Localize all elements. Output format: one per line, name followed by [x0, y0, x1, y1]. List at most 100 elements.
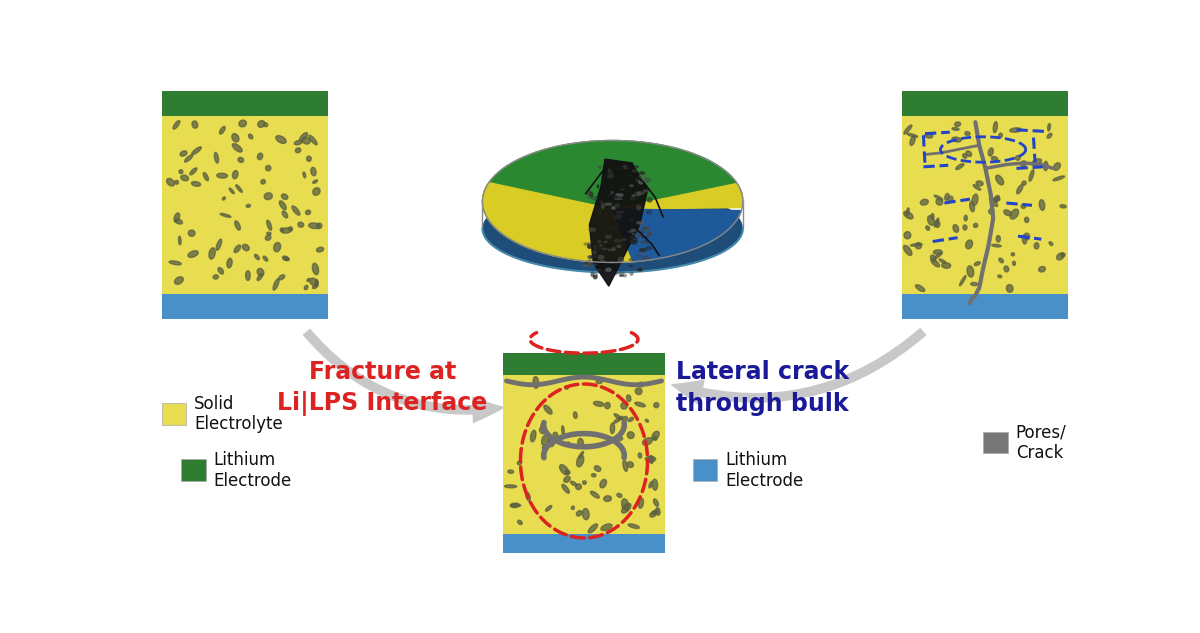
Polygon shape: [613, 209, 742, 261]
Ellipse shape: [607, 195, 610, 196]
Ellipse shape: [592, 473, 596, 477]
Ellipse shape: [238, 158, 244, 163]
Ellipse shape: [635, 402, 646, 407]
Ellipse shape: [294, 141, 302, 145]
Ellipse shape: [582, 508, 589, 520]
Ellipse shape: [655, 508, 660, 515]
Ellipse shape: [628, 231, 632, 232]
Ellipse shape: [1044, 161, 1048, 170]
Ellipse shape: [282, 256, 288, 260]
Ellipse shape: [600, 245, 602, 247]
FancyArrowPatch shape: [672, 329, 925, 404]
Ellipse shape: [614, 204, 619, 207]
Ellipse shape: [590, 192, 593, 197]
Ellipse shape: [312, 284, 318, 289]
Ellipse shape: [617, 493, 622, 498]
Ellipse shape: [242, 244, 250, 251]
Polygon shape: [589, 159, 648, 286]
Ellipse shape: [577, 439, 583, 447]
Ellipse shape: [904, 125, 912, 134]
Ellipse shape: [229, 188, 234, 194]
Ellipse shape: [281, 228, 283, 232]
Ellipse shape: [203, 173, 209, 180]
Ellipse shape: [587, 191, 590, 195]
Ellipse shape: [652, 431, 659, 439]
Ellipse shape: [601, 244, 602, 246]
Ellipse shape: [594, 246, 596, 249]
Ellipse shape: [616, 223, 619, 227]
Ellipse shape: [530, 430, 536, 442]
Ellipse shape: [546, 506, 552, 511]
Ellipse shape: [593, 264, 596, 266]
Ellipse shape: [608, 249, 613, 251]
Ellipse shape: [647, 210, 652, 214]
Ellipse shape: [990, 198, 997, 206]
Ellipse shape: [638, 268, 642, 271]
Ellipse shape: [588, 260, 590, 263]
Bar: [162, 116, 329, 294]
Ellipse shape: [592, 197, 598, 199]
Ellipse shape: [281, 194, 288, 199]
Ellipse shape: [998, 258, 1003, 263]
Ellipse shape: [638, 498, 643, 508]
Ellipse shape: [642, 229, 647, 230]
Ellipse shape: [174, 213, 180, 222]
Ellipse shape: [600, 201, 602, 204]
Ellipse shape: [638, 232, 643, 233]
Ellipse shape: [1054, 163, 1061, 170]
Ellipse shape: [974, 261, 980, 266]
Ellipse shape: [313, 188, 320, 196]
Text: Solid
Electrolyte: Solid Electrolyte: [194, 394, 283, 434]
Ellipse shape: [542, 424, 545, 430]
Ellipse shape: [617, 436, 623, 441]
Ellipse shape: [962, 225, 967, 230]
Ellipse shape: [276, 135, 286, 144]
Ellipse shape: [594, 401, 604, 406]
Ellipse shape: [594, 246, 601, 251]
Ellipse shape: [916, 242, 922, 249]
Ellipse shape: [637, 205, 641, 210]
Ellipse shape: [173, 120, 180, 129]
Ellipse shape: [606, 268, 611, 272]
Ellipse shape: [598, 240, 601, 243]
Ellipse shape: [626, 395, 631, 401]
Ellipse shape: [589, 228, 595, 231]
Ellipse shape: [646, 240, 648, 243]
Ellipse shape: [218, 268, 223, 274]
Ellipse shape: [1048, 123, 1050, 131]
Ellipse shape: [311, 167, 316, 176]
Ellipse shape: [576, 484, 581, 489]
Ellipse shape: [618, 263, 620, 265]
Ellipse shape: [265, 165, 271, 171]
Ellipse shape: [1021, 204, 1026, 208]
Ellipse shape: [631, 229, 636, 231]
Ellipse shape: [964, 215, 967, 221]
Ellipse shape: [308, 135, 317, 145]
Ellipse shape: [232, 134, 239, 142]
Ellipse shape: [588, 524, 598, 533]
Ellipse shape: [571, 506, 575, 510]
Ellipse shape: [265, 235, 271, 241]
Ellipse shape: [233, 170, 238, 179]
Ellipse shape: [620, 189, 624, 190]
Ellipse shape: [630, 196, 635, 199]
Ellipse shape: [649, 456, 654, 463]
Ellipse shape: [631, 237, 637, 242]
Ellipse shape: [587, 263, 592, 265]
Ellipse shape: [1007, 285, 1013, 292]
Ellipse shape: [565, 470, 570, 475]
Ellipse shape: [590, 256, 598, 258]
Ellipse shape: [613, 206, 617, 210]
Ellipse shape: [610, 261, 613, 263]
Ellipse shape: [263, 256, 268, 261]
Ellipse shape: [179, 236, 181, 245]
Ellipse shape: [991, 244, 1001, 247]
Ellipse shape: [517, 520, 522, 525]
Ellipse shape: [907, 134, 918, 137]
Ellipse shape: [614, 215, 622, 218]
Ellipse shape: [638, 382, 643, 387]
Ellipse shape: [940, 259, 946, 263]
Ellipse shape: [935, 221, 940, 227]
Ellipse shape: [239, 120, 246, 127]
Ellipse shape: [637, 233, 641, 237]
